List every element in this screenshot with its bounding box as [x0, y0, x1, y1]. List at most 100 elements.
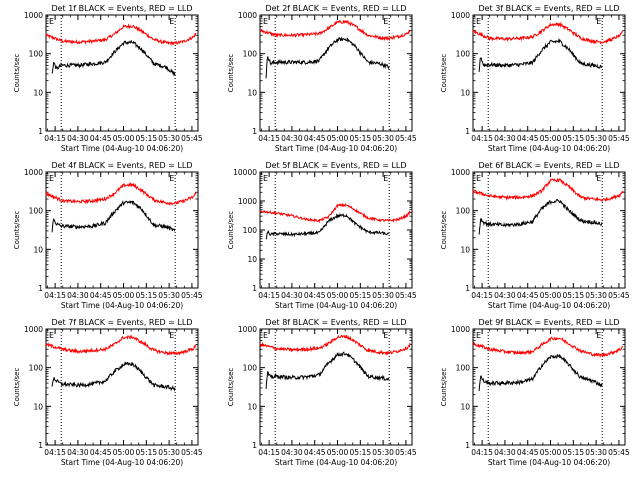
x-tick-label: 05:30: [585, 448, 607, 457]
chart-panel: Det 6f BLACK = Events, RED = LLD 1 10 100 10…: [440, 161, 630, 310]
marker-label: E: [383, 174, 388, 183]
x-tick-label: 05:30: [585, 134, 607, 143]
x-tick-label: 04:15: [258, 448, 280, 457]
lld-rate-line: [45, 181, 197, 207]
x-tick-label: 05:15: [563, 448, 585, 457]
chart-title: Det 3f BLACK = Events, RED = LLD: [478, 4, 619, 13]
marker-label: E: [169, 331, 174, 340]
x-tick-label: 05:15: [136, 448, 158, 457]
y-tick-label: 1: [38, 127, 43, 136]
marker-label: E: [476, 331, 481, 340]
x-tick-label: 05:30: [372, 291, 394, 300]
marker-label: E: [49, 331, 54, 340]
chart-panel: Det 4f BLACK = Events, RED = LLD 1 10 100 10…: [13, 161, 203, 310]
x-tick-label: 04:30: [281, 291, 303, 300]
y-tick-label: 1000: [24, 11, 43, 20]
y-tick-label: 1: [465, 441, 470, 450]
marker-label: E: [596, 331, 601, 340]
x-tick-label: 05:30: [158, 448, 180, 457]
marker-label: E: [476, 17, 481, 26]
y-tick-label: 100: [456, 207, 471, 216]
y-tick-label: 10: [460, 402, 470, 411]
x-tick-label: 04:45: [304, 291, 326, 300]
chart-panel: Det 9f BLACK = Events, RED = LLD 1 10 100 10…: [440, 318, 630, 467]
x-tick-label: 05:15: [563, 291, 585, 300]
y-tick-label: 10: [247, 88, 257, 97]
chart-panel: Det 7f BLACK = Events, RED = LLD 1 10 100 10…: [13, 318, 203, 467]
events-rate-line: [478, 354, 603, 392]
y-tick-label: 100: [29, 364, 44, 373]
x-tick-label: 04:15: [44, 134, 66, 143]
y-axis-label: Counts/sec: [440, 368, 448, 407]
x-tick-label: 04:15: [258, 134, 280, 143]
x-tick-label: 05:30: [585, 291, 607, 300]
lld-rate-line: [472, 336, 624, 359]
y-tick-label: 1: [465, 284, 470, 293]
marker-label: E: [49, 174, 54, 183]
x-tick-label: 04:30: [494, 448, 516, 457]
plot-frame: [45, 171, 199, 289]
x-tick-label: 04:15: [471, 448, 493, 457]
x-tick-label: 05:00: [327, 291, 349, 300]
x-tick-label: 04:45: [517, 448, 539, 457]
x-tick-label: 04:45: [90, 448, 112, 457]
x-tick-label: 04:15: [44, 291, 66, 300]
x-axis-label: Start Time (04-Aug-10 04:06:20): [488, 458, 610, 467]
y-tick-label: 10: [33, 88, 43, 97]
chart-panel: Det 5f BLACK = Events, RED = LLD 1 10 100 10…: [227, 161, 417, 310]
y-axis-label: Counts/sec: [13, 54, 21, 93]
y-axis-label: Counts/sec: [440, 54, 448, 93]
x-tick-label: 05:30: [372, 134, 394, 143]
marker-label: E: [49, 17, 54, 26]
x-tick-label: 04:45: [90, 291, 112, 300]
y-tick-label: 100: [456, 50, 471, 59]
plot-frame: [472, 328, 626, 446]
marker-label: E: [596, 17, 601, 26]
y-tick-label: 10: [247, 255, 257, 264]
chart-title: Det 9f BLACK = Events, RED = LLD: [478, 318, 619, 327]
y-axis-label: Counts/sec: [227, 368, 235, 407]
events-rate-line: [51, 200, 176, 233]
x-tick-label: 05:45: [181, 134, 203, 143]
y-tick-label: 1000: [451, 11, 470, 20]
plot-frame: [259, 14, 413, 132]
y-axis-label: Counts/sec: [13, 211, 21, 250]
x-axis-label: Start Time (04-Aug-10 04:06:20): [275, 458, 397, 467]
x-tick-label: 05:45: [181, 448, 203, 457]
x-tick-label: 05:30: [158, 291, 180, 300]
chart-title: Det 5f BLACK = Events, RED = LLD: [265, 161, 406, 170]
y-tick-label: 1000: [238, 11, 257, 20]
y-tick-label: 1: [465, 127, 470, 136]
y-tick-label: 1: [38, 284, 43, 293]
x-tick-label: 05:00: [113, 134, 135, 143]
chart-panel: Det 1f BLACK = Events, RED = LLD 1 10 100 10…: [13, 4, 203, 153]
y-tick-label: 100: [456, 364, 471, 373]
plot-frame: [45, 328, 199, 446]
x-tick-label: 05:00: [113, 291, 135, 300]
y-tick-label: 10: [460, 245, 470, 254]
marker-label: E: [263, 331, 268, 340]
x-tick-label: 05:00: [327, 134, 349, 143]
lld-rate-line: [45, 334, 197, 356]
events-rate-line: [51, 39, 176, 76]
x-tick-label: 04:45: [304, 448, 326, 457]
y-tick-label: 10: [33, 402, 43, 411]
x-axis-label: Start Time (04-Aug-10 04:06:20): [488, 144, 610, 153]
x-tick-label: 04:45: [517, 291, 539, 300]
x-tick-label: 05:45: [395, 448, 417, 457]
x-axis-label: Start Time (04-Aug-10 04:06:20): [61, 301, 183, 310]
chart-title: Det 8f BLACK = Events, RED = LLD: [265, 318, 406, 327]
y-tick-label: 100: [243, 364, 258, 373]
x-tick-label: 04:45: [90, 134, 112, 143]
y-axis-label: Counts/sec: [13, 368, 21, 407]
x-tick-label: 05:15: [136, 291, 158, 300]
events-rate-line: [265, 351, 390, 390]
x-tick-label: 04:45: [517, 134, 539, 143]
y-tick-label: 10: [460, 88, 470, 97]
y-tick-label: 1: [252, 441, 257, 450]
chart-title: Det 1f BLACK = Events, RED = LLD: [51, 4, 192, 13]
x-tick-label: 04:30: [281, 448, 303, 457]
x-tick-label: 04:15: [258, 291, 280, 300]
events-rate-line: [478, 38, 603, 72]
x-axis-label: Start Time (04-Aug-10 04:06:20): [61, 144, 183, 153]
